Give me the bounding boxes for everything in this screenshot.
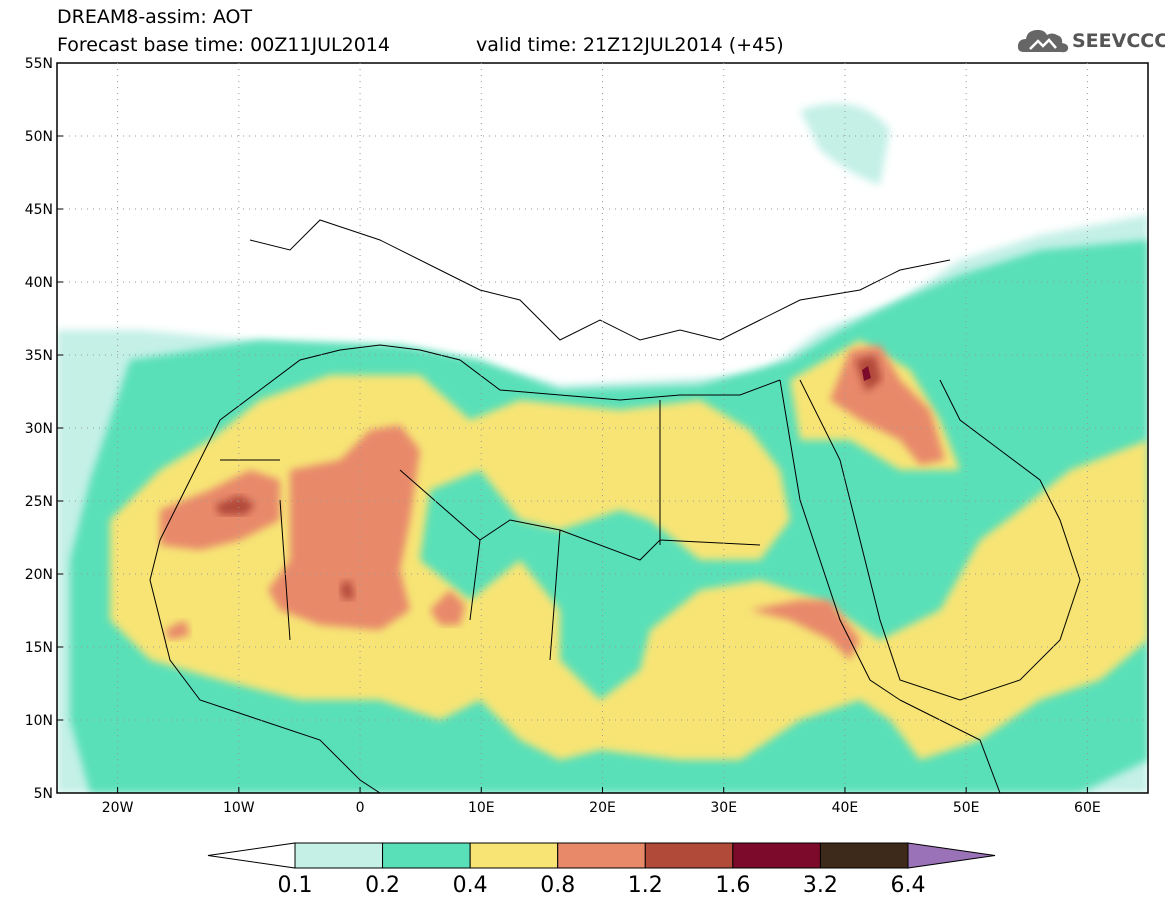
coast-west-africa xyxy=(149,419,381,793)
colorbar-label: 0.1 xyxy=(278,873,313,898)
aot-band-0.8-ethiopia xyxy=(750,600,860,660)
graticule xyxy=(57,62,1148,794)
latitude-label: 15N xyxy=(25,640,53,656)
aot-band-0.8-small xyxy=(165,620,190,640)
colorbar-label: 0.8 xyxy=(540,873,575,898)
coast-red-sea xyxy=(779,379,901,701)
latitude-label: 5N xyxy=(34,786,53,802)
colorbar-over-arrow xyxy=(907,842,996,869)
colorbar-label: 6.4 xyxy=(891,873,926,898)
aot-field xyxy=(57,103,1148,793)
longitude-label: 50E xyxy=(953,800,980,816)
colorbar-labels: 0.1 0.2 0.4 0.8 1.2 1.6 3.2 6.4 xyxy=(278,873,926,898)
colorbar-box xyxy=(819,842,909,869)
aot-band-0.8-niger xyxy=(430,590,465,625)
colorbar-box xyxy=(644,842,734,869)
latitude-label: 45N xyxy=(25,202,53,218)
colorbar-box xyxy=(382,842,471,869)
colorbar-box xyxy=(732,842,821,869)
longitude-label: 10W xyxy=(223,800,255,816)
longitude-label: 10E xyxy=(468,800,495,816)
colorbar-label: 1.6 xyxy=(715,873,750,898)
latitude-label: 10N xyxy=(25,713,53,729)
longitude-label: 20W xyxy=(102,800,134,816)
aot-band-1.2 xyxy=(215,495,255,515)
coast-horn xyxy=(899,699,1001,793)
longitude-label: 20E xyxy=(589,800,616,816)
colorbar-box xyxy=(294,842,384,869)
latitude-label: 55N xyxy=(25,56,53,72)
latitude-label: 30N xyxy=(25,421,53,437)
aot-band-1.6 xyxy=(862,366,871,381)
valid-time: valid time: 21Z12JUL2014 (+45) xyxy=(476,34,784,56)
latitude-label: 35N xyxy=(25,348,53,364)
latitude-labels: 55N 50N 45N 40N 35N 30N 25N 20N 15N 10N 5N xyxy=(25,56,53,802)
aot-band-0.8 xyxy=(268,425,420,630)
colorbar-box xyxy=(557,842,646,869)
coast-north-africa xyxy=(219,344,781,421)
logo-text: SEEVCCC xyxy=(1072,30,1165,52)
longitude-label: 60E xyxy=(1074,800,1101,816)
aot-band-0.1-east xyxy=(800,103,890,185)
longitude-labels: 20W 10W 0 10E 20E 30E 40E 50E 60E xyxy=(102,800,1101,816)
colorbar-box xyxy=(469,842,559,869)
latitude-label: 20N xyxy=(25,567,53,583)
coast-europe xyxy=(249,219,951,341)
colorbar-label: 1.2 xyxy=(628,873,663,898)
forecast-base-time: Forecast base time: 00Z11JUL2014 xyxy=(57,34,390,56)
longitude-label: 30E xyxy=(710,800,737,816)
colorbar-label: 0.2 xyxy=(365,873,400,898)
border-sahara xyxy=(220,400,761,661)
cloud-icon xyxy=(1017,29,1069,53)
latitude-label: 40N xyxy=(25,275,53,291)
colorbar-label: 0.4 xyxy=(453,873,488,898)
latitude-label: 25N xyxy=(25,494,53,510)
longitude-label: 0 xyxy=(356,800,365,816)
colorbar xyxy=(207,842,996,869)
latitude-label: 50N xyxy=(25,129,53,145)
aot-band-1.2-b xyxy=(340,580,355,600)
map-title: DREAM8-assim: AOT xyxy=(57,6,253,28)
colorbar-under-arrow xyxy=(207,842,296,869)
aot-band-0.8-iraq xyxy=(830,345,945,465)
seevccc-logo: SEEVCCC xyxy=(1016,24,1165,58)
longitude-label: 40E xyxy=(832,800,859,816)
coastlines xyxy=(149,219,1081,793)
coast-arabia xyxy=(799,379,1081,701)
colorbar-label: 3.2 xyxy=(803,873,838,898)
